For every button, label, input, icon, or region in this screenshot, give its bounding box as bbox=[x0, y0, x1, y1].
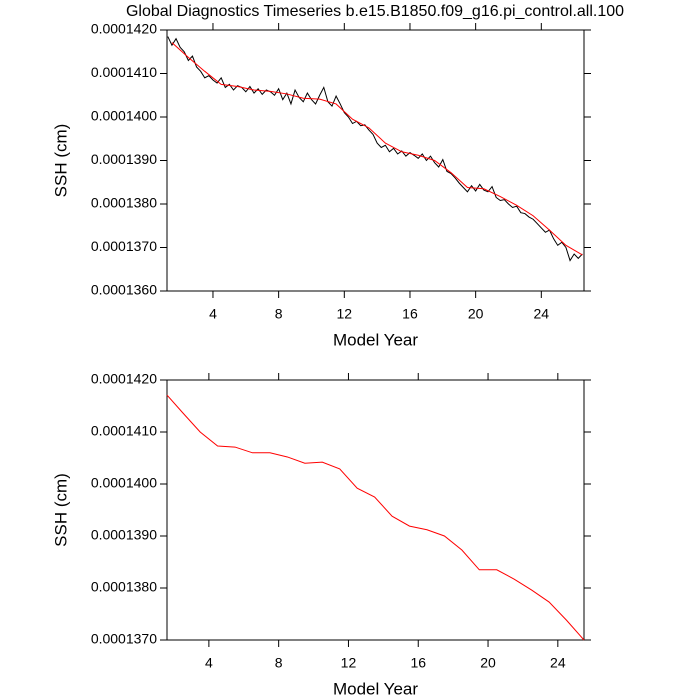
x-tick-label: 4 bbox=[205, 655, 213, 671]
y-tick-label: 0.0001420 bbox=[91, 371, 157, 387]
x-axis-title: Model Year bbox=[333, 679, 418, 698]
plot-frame bbox=[166, 29, 585, 292]
y-tick-label: 0.0001410 bbox=[91, 64, 157, 80]
x-tick-label: 12 bbox=[337, 306, 353, 322]
x-tick-label: 8 bbox=[275, 655, 283, 671]
x-tick-label: 4 bbox=[209, 306, 217, 322]
series-line bbox=[166, 394, 585, 641]
y-axis-title: SSH (cm) bbox=[51, 473, 70, 547]
x-tick-label: 8 bbox=[275, 306, 283, 322]
x-tick-label: 16 bbox=[402, 306, 418, 322]
x-axis-title: Model Year bbox=[333, 330, 418, 349]
y-tick-label: 0.0001420 bbox=[91, 21, 157, 37]
y-tick-label: 0.0001380 bbox=[91, 579, 157, 595]
x-tick-label: 24 bbox=[550, 655, 566, 671]
x-tick-label: 12 bbox=[341, 655, 357, 671]
y-tick-label: 0.0001380 bbox=[91, 195, 157, 211]
chart-title: Global Diagnostics Timeseries b.e15.B185… bbox=[126, 3, 624, 20]
y-tick-label: 0.0001360 bbox=[91, 282, 157, 298]
series-line bbox=[167, 36, 583, 262]
y-tick-label: 0.0001390 bbox=[91, 527, 157, 543]
plot-frame bbox=[166, 379, 585, 641]
x-tick-label: 24 bbox=[534, 306, 550, 322]
x-tick-label: 16 bbox=[410, 655, 426, 671]
y-tick-label: 0.0001410 bbox=[91, 423, 157, 439]
x-tick-label: 20 bbox=[468, 306, 484, 322]
series-line bbox=[171, 42, 583, 256]
y-tick-label: 0.0001370 bbox=[91, 238, 157, 254]
y-tick-label: 0.0001370 bbox=[91, 631, 157, 647]
x-tick-label: 20 bbox=[480, 655, 496, 671]
y-tick-label: 0.0001390 bbox=[91, 151, 157, 167]
y-axis-title: SSH (cm) bbox=[51, 124, 70, 198]
y-tick-label: 0.0001400 bbox=[91, 108, 157, 124]
y-tick-label: 0.0001400 bbox=[91, 475, 157, 491]
